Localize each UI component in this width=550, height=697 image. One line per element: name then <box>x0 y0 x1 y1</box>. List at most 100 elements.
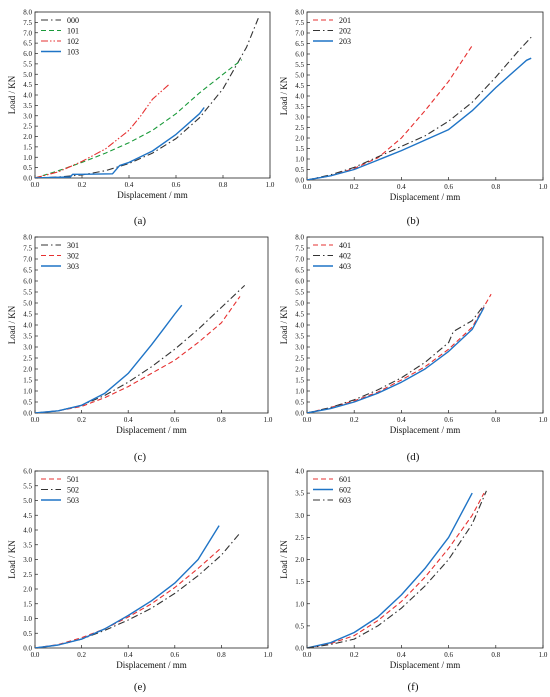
x-tick-label: 0.2 <box>350 651 359 659</box>
y-tick-label: 0.0 <box>295 410 304 418</box>
y-tick-label: 2.0 <box>295 366 304 374</box>
legend-label-501: 501 <box>67 475 79 484</box>
series-line-202 <box>307 36 532 180</box>
y-tick-label: 6.5 <box>23 40 32 48</box>
legend-label-401: 401 <box>339 241 351 250</box>
x-tick-label: 0.8 <box>491 183 500 191</box>
series-line-501 <box>35 547 222 648</box>
y-tick-label: 8.0 <box>23 9 32 17</box>
y-tick-label: 3.0 <box>295 114 304 122</box>
y-tick-label: 4.5 <box>23 81 32 89</box>
y-tick-label: 6.0 <box>23 278 32 286</box>
series-line-101 <box>35 59 243 178</box>
y-tick-label: 1.5 <box>295 145 304 153</box>
y-tick-label: 4.0 <box>295 322 304 330</box>
series-line-401 <box>307 293 492 413</box>
series-line-503 <box>35 525 220 648</box>
y-tick-label: 0.0 <box>295 177 304 185</box>
y-tick-label: 5.0 <box>23 300 32 308</box>
y-tick-label: 5.5 <box>295 61 304 69</box>
legend-label-601: 601 <box>339 475 351 484</box>
x-tick-label: 0.2 <box>350 416 359 424</box>
legend-label-203: 203 <box>339 37 351 46</box>
y-tick-label: 1.5 <box>295 377 304 385</box>
y-axis-label: Load / KN <box>279 305 289 344</box>
x-tick-label: 0.0 <box>31 181 40 189</box>
series-line-000 <box>35 17 259 178</box>
y-tick-label: 5.0 <box>295 300 304 308</box>
x-tick-label: 0.0 <box>303 651 312 659</box>
y-tick-label: 4.0 <box>295 93 304 101</box>
y-tick-label: 6.5 <box>295 267 304 275</box>
chart-panel-2: 0.0 0.5 1.0 1.5 2.0 2.5 3.0 3.5 4.0 4.5 5.0 5.5 6.0 6… <box>279 9 548 228</box>
y-tick-label: 0.0 <box>23 645 32 653</box>
legend-label-201: 201 <box>339 16 351 25</box>
y-tick-label: 2.0 <box>23 586 32 594</box>
legend-label-502: 502 <box>67 486 79 495</box>
y-tick-label: 3.0 <box>295 344 304 352</box>
chart-panel-1: 0.0 0.5 1.0 1.5 2.0 2.5 3.0 3.5 4.0 4.5 5.0 5.5 6.0 6… <box>7 9 275 228</box>
x-axis-label: Displacement / mm <box>116 425 186 435</box>
chart-panel-3: 0.0 0.5 1.0 1.5 2.0 2.5 3.0 3.5 4.0 4.5 5.0 5.5 6.0 6… <box>7 234 273 464</box>
y-tick-label: 2.0 <box>23 133 32 141</box>
y-tick-label: 3.0 <box>23 344 32 352</box>
y-axis-label: Load / KN <box>279 76 289 115</box>
panel-label: (d) <box>407 451 420 463</box>
x-axis-label: Displacement / mm <box>390 425 460 435</box>
y-tick-label: 7.0 <box>295 30 304 38</box>
series-line-103 <box>35 107 205 178</box>
x-tick-label: 1.0 <box>539 651 548 659</box>
y-tick-label: 0.5 <box>23 164 32 172</box>
y-tick-label: 4.5 <box>23 512 32 520</box>
y-tick-label: 3.0 <box>23 556 32 564</box>
chart-panel-4: 0.0 0.5 1.0 1.5 2.0 2.5 3.0 3.5 4.0 4.5 5.0 5.5 6.0 6… <box>279 234 548 464</box>
y-tick-label: 2.5 <box>23 571 32 579</box>
chart-panel-6: 0.0 0.5 1.0 1.5 2.0 2.5 3.0 3.5 4.0 0.0 0.2 0.4 0.6 0… <box>279 468 548 694</box>
panel-label: (b) <box>407 215 420 227</box>
series-line-301 <box>35 285 246 413</box>
y-tick-label: 1.5 <box>23 143 32 151</box>
series-line-303 <box>35 304 183 413</box>
y-tick-label: 4.5 <box>295 82 304 90</box>
x-axis-label: Displacement / mm <box>117 190 187 200</box>
y-tick-label: 6.0 <box>23 50 32 58</box>
y-tick-label: 5.5 <box>23 60 32 68</box>
y-tick-label: 8.0 <box>295 234 304 242</box>
x-tick-label: 0.0 <box>303 183 312 191</box>
legend-label-402: 402 <box>339 252 351 261</box>
y-axis-label: Load / KN <box>7 305 17 344</box>
x-tick-label: 0.6 <box>170 416 179 424</box>
panel-label: (a) <box>134 215 147 227</box>
x-tick-label: 0.8 <box>491 651 500 659</box>
y-tick-label: 1.0 <box>295 156 304 164</box>
series-line-302 <box>35 296 241 413</box>
series-line-402 <box>307 304 485 413</box>
y-tick-label: 3.5 <box>23 102 32 110</box>
legend-label-202: 202 <box>339 27 351 36</box>
x-tick-label: 1.0 <box>539 416 548 424</box>
y-tick-label: 1.5 <box>295 578 304 586</box>
x-tick-label: 0.4 <box>124 416 133 424</box>
y-tick-label: 7.5 <box>23 245 32 253</box>
legend-label-503: 503 <box>67 496 79 505</box>
legend-label-102: 102 <box>67 37 79 46</box>
y-tick-label: 7.0 <box>295 256 304 264</box>
y-tick-label: 7.5 <box>23 19 32 27</box>
y-tick-label: 1.0 <box>23 154 32 162</box>
x-tick-label: 0.2 <box>78 181 87 189</box>
y-tick-label: 5.5 <box>295 289 304 297</box>
y-tick-label: 4.0 <box>23 322 32 330</box>
series-line-601 <box>307 492 485 648</box>
y-tick-label: 3.5 <box>295 103 304 111</box>
y-tick-label: 2.0 <box>295 135 304 143</box>
x-axis-label: Displacement / mm <box>390 660 460 670</box>
series-line-602 <box>307 492 473 648</box>
series-line-203 <box>307 57 532 180</box>
y-axis-label: Load / KN <box>7 540 17 579</box>
legend-label-301: 301 <box>67 241 79 250</box>
y-tick-label: 2.5 <box>23 355 32 363</box>
y-tick-label: 3.5 <box>23 541 32 549</box>
y-tick-label: 0.5 <box>295 399 304 407</box>
x-tick-label: 1.0 <box>539 183 548 191</box>
x-tick-label: 0.4 <box>397 416 406 424</box>
